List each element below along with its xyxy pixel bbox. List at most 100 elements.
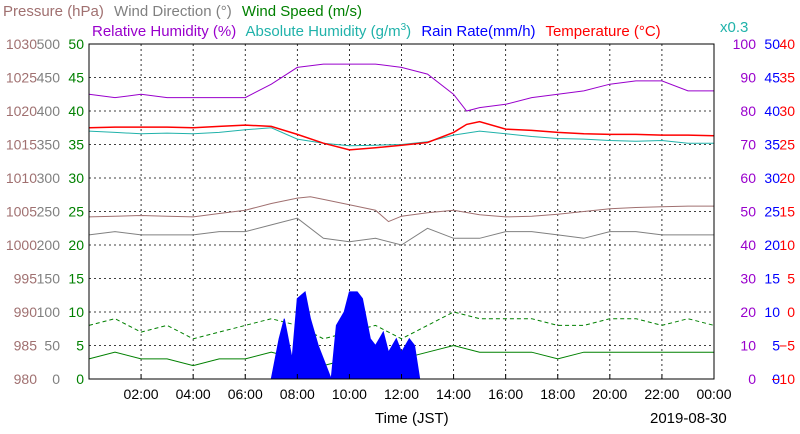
legend-pressure: Pressure (hPa) [3, 3, 104, 20]
svg-text:Pressure (hPa) Wind Dire: Pressure (hPa) Wind Direction (°) Wind S… [3, 3, 362, 20]
x-axis-label: Time (JST) [375, 410, 449, 427]
y-tick-wind-direction: 150 [37, 271, 61, 287]
x-tick-label: 12:00 [384, 386, 419, 402]
y-tick-relative-humidity: 100 [733, 36, 757, 52]
y-tick-temperature: −5 [779, 338, 795, 354]
y-tick-temperature: −10 [771, 371, 795, 387]
y-tick-wind-speed: 10 [68, 304, 84, 320]
legend-wind-direction: Wind Direction (°) [114, 3, 232, 20]
y-tick-relative-humidity: 30 [740, 271, 756, 287]
y-tick-relative-humidity: 90 [740, 70, 756, 86]
x-tick-label: 16:00 [488, 386, 523, 402]
x-tick-label: 22:00 [644, 386, 679, 402]
y-tick-rain-rate: 50 [764, 36, 780, 52]
series-temperature-c [88, 120, 715, 151]
legend-absolute-humidity-close: ) [406, 23, 411, 40]
y-tick-relative-humidity: 50 [740, 204, 756, 220]
y-tick-relative-humidity: 80 [740, 103, 756, 119]
legend-relative-humidity: Relative Humidity (%) [92, 23, 236, 40]
legend: Pressure (hPa) Wind Direction (°) Wind S… [3, 3, 748, 40]
y-tick-pressure: 1025 [6, 70, 37, 86]
plot-area [88, 63, 715, 380]
x-tick-label: 04:00 [176, 386, 211, 402]
y-tick-wind-direction: 250 [37, 204, 61, 220]
series-wind-speed-gust-m-s [88, 311, 715, 340]
y-tick-rain-rate: 20 [764, 237, 780, 253]
y-tick-wind-speed: 30 [68, 170, 84, 186]
legend-wind-speed: Wind Speed (m/s) [242, 3, 362, 20]
y-tick-wind-direction: 200 [37, 237, 61, 253]
y-tick-wind-direction: 400 [37, 103, 61, 119]
y-tick-rain-rate: 45 [764, 70, 780, 86]
y-tick-wind-direction: 450 [37, 70, 61, 86]
y-tick-wind-speed: 5 [76, 338, 84, 354]
y-tick-wind-speed: 0 [76, 371, 84, 387]
y-tick-pressure: 1015 [6, 137, 37, 153]
legend-rain-scale: x0.3 [720, 19, 748, 36]
y-tick-temperature: 30 [779, 103, 795, 119]
y-tick-temperature: 5 [787, 271, 795, 287]
x-tick-label: 18:00 [540, 386, 575, 402]
y-tick-pressure: 985 [14, 338, 38, 354]
y-tick-temperature: 20 [779, 170, 795, 186]
y-tick-relative-humidity: 20 [740, 304, 756, 320]
y-tick-pressure: 995 [14, 271, 38, 287]
y-tick-rain-rate: 15 [764, 271, 780, 287]
x-axis: 02:00 04:00 06:00 08:00 10:00 12:00 14:00 16:00… [124, 374, 732, 402]
y-tick-wind-direction: 0 [52, 371, 60, 387]
y-tick-temperature: 15 [779, 204, 795, 220]
y-tick-wind-direction: 350 [37, 137, 61, 153]
y-tick-rain-rate: 40 [764, 103, 780, 119]
y-tick-relative-humidity: 70 [740, 137, 756, 153]
y-tick-relative-humidity: 10 [740, 338, 756, 354]
y-tick-pressure: 1030 [6, 36, 37, 52]
y-tick-rain-rate: 10 [764, 304, 780, 320]
y-tick-pressure: 1020 [6, 103, 37, 119]
x-tick-label: 06:00 [228, 386, 263, 402]
y-tick-pressure: 1005 [6, 204, 37, 220]
x-tick-label: 02:00 [124, 386, 159, 402]
y-tick-wind-direction: 100 [37, 304, 61, 320]
x-tick-label: 14:00 [436, 386, 471, 402]
y-tick-wind-speed: 40 [68, 103, 84, 119]
legend-temperature: Temperature (°C) [545, 23, 660, 40]
y-tick-pressure: 1010 [6, 170, 37, 186]
x-tick-label: 20:00 [592, 386, 627, 402]
y-tick-temperature: 40 [779, 36, 795, 52]
y-axes: 1030102510201015101010051000995990985980… [6, 36, 795, 387]
y-tick-wind-speed: 45 [68, 70, 84, 86]
y-tick-wind-speed: 20 [68, 237, 84, 253]
x-tick-label: 08:00 [280, 386, 315, 402]
grid [89, 44, 714, 379]
y-tick-temperature: 25 [779, 137, 795, 153]
y-tick-temperature: 0 [787, 304, 795, 320]
y-tick-wind-speed: 25 [68, 204, 84, 220]
series-relative-humidity [88, 63, 714, 112]
legend-rain-rate: Rain Rate(mm/h) [421, 23, 535, 40]
y-tick-rain-rate: 5 [772, 338, 780, 354]
y-tick-wind-speed: 15 [68, 271, 84, 287]
series-pressure-hpa [88, 196, 714, 223]
y-tick-rain-rate: 0 [772, 371, 780, 387]
y-tick-rain-rate: 30 [764, 170, 780, 186]
y-tick-wind-direction: 50 [44, 338, 60, 354]
y-tick-wind-speed: 50 [68, 36, 84, 52]
y-tick-rain-rate: 25 [764, 204, 780, 220]
y-tick-relative-humidity: 40 [740, 237, 756, 253]
series-wind-direction [88, 217, 714, 246]
y-tick-relative-humidity: 0 [748, 371, 756, 387]
y-tick-pressure: 1000 [6, 237, 37, 253]
y-tick-temperature: 10 [779, 237, 795, 253]
legend-absolute-humidity: Absolute Humidity (g/m [246, 23, 401, 40]
legend-absolute-humidity-sup: 3 [401, 22, 407, 33]
x-tick-label: 00:00 [696, 386, 731, 402]
x-tick-label: 10:00 [332, 386, 367, 402]
y-tick-wind-direction: 300 [37, 170, 61, 186]
y-tick-temperature: 35 [779, 70, 795, 86]
y-tick-pressure: 990 [14, 304, 38, 320]
series-rain-rate-mm-h [270, 290, 421, 380]
y-tick-relative-humidity: 60 [740, 170, 756, 186]
chart-date: 2019-08-30 [650, 410, 727, 427]
y-tick-rain-rate: 35 [764, 137, 780, 153]
svg-text:Relative Humidity (%) Ab: Relative Humidity (%) Absolute Humidity … [92, 22, 661, 40]
